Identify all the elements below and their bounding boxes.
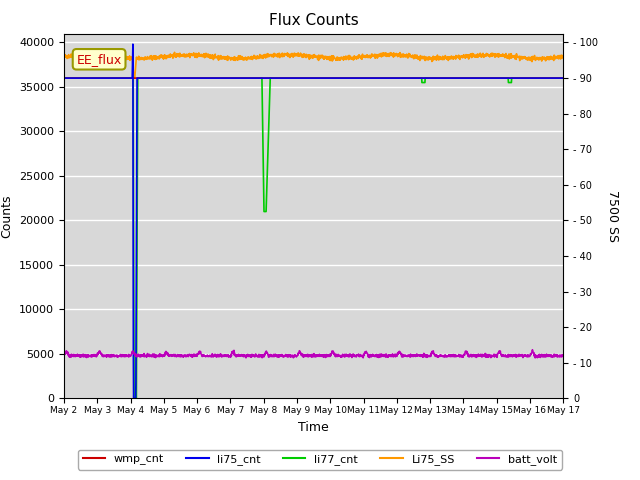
Y-axis label: 7500 SS: 7500 SS xyxy=(605,190,619,242)
Text: EE_flux: EE_flux xyxy=(77,53,122,66)
Y-axis label: Counts: Counts xyxy=(1,194,13,238)
X-axis label: Time: Time xyxy=(298,420,329,433)
Title: Flux Counts: Flux Counts xyxy=(269,13,358,28)
Legend: wmp_cnt, li75_cnt, li77_cnt, Li75_SS, batt_volt: wmp_cnt, li75_cnt, li77_cnt, Li75_SS, ba… xyxy=(78,450,562,469)
